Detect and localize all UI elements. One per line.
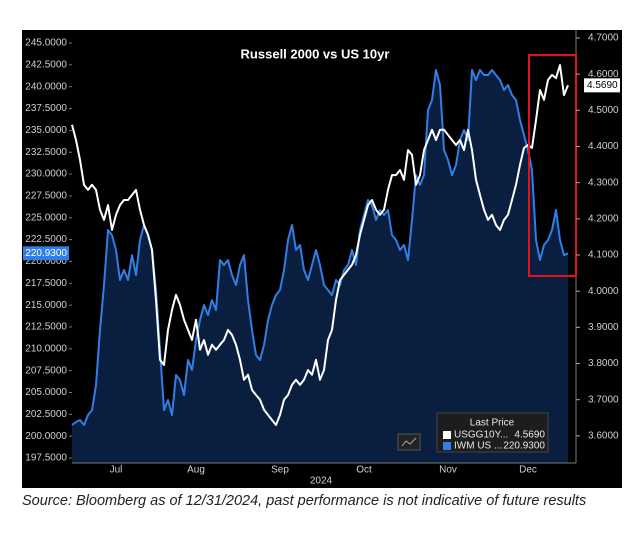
- legend-value: 4.5690: [514, 430, 545, 441]
- y2-tick-label: 4.4000: [588, 141, 619, 152]
- x-tick-label: Oct: [356, 465, 372, 476]
- y-tick-label: 227.5000: [25, 191, 67, 202]
- y-tick-label: 230.0000: [25, 169, 67, 180]
- y2-tick-label: 4.0000: [588, 286, 619, 297]
- y2-tick-label: 3.9000: [588, 322, 619, 333]
- legend-name: USGG10Y...: [454, 430, 508, 441]
- y-tick-label: 210.0000: [25, 343, 67, 354]
- x-tick-label: Jul: [110, 465, 123, 476]
- y-tick-label: 207.5000: [25, 365, 67, 376]
- y-tick-label: 212.5000: [25, 322, 67, 333]
- y-tick-label: 197.5000: [25, 453, 67, 464]
- highlight-box: [528, 54, 577, 277]
- y-tick-label: 200.0000: [25, 431, 67, 442]
- y2-tick-label: 4.1000: [588, 250, 619, 261]
- chart-icon-glyph: [401, 437, 417, 447]
- y2-tick-label: 4.3000: [588, 177, 619, 188]
- legend: [436, 412, 549, 453]
- y2-tick-label: 4.7000: [588, 33, 619, 44]
- x-tick-label: Dec: [519, 465, 537, 476]
- y-tick-label: 222.5000: [25, 234, 67, 245]
- y2-tick-label: 3.8000: [588, 358, 619, 369]
- legend-value: 220.9300: [503, 441, 545, 452]
- legend-rows: USGG10Y... 4.5690 IWM US ... 220.9300: [443, 430, 545, 452]
- legend-title: Last Price: [470, 418, 515, 429]
- line: [71, 64, 569, 426]
- last-price-tag: [584, 78, 620, 93]
- chart-icon: [397, 433, 421, 451]
- source-note: Source: Bloomberg as of 12/31/2024, past…: [22, 493, 587, 509]
- x-axis-label: 2024: [310, 476, 333, 487]
- y-tick-label: 232.5000: [25, 147, 67, 158]
- y2-tick-label: 4.6000: [588, 69, 619, 80]
- legend-name: IWM US ...: [454, 441, 502, 452]
- y-tick-label: 237.5000: [25, 103, 67, 114]
- legend-swatch: [443, 431, 451, 439]
- x-tick-label: Aug: [187, 465, 205, 476]
- last-price-label: 4.5690: [587, 80, 618, 91]
- y2-tick-label: 4.2000: [588, 213, 619, 224]
- x-tick-label: Nov: [439, 465, 457, 476]
- y-tick-label: 240.0000: [25, 81, 67, 92]
- y-tick-label: 202.5000: [25, 409, 67, 420]
- y-tick-label: 245.0000: [25, 38, 67, 49]
- y-tick-label: 217.5000: [25, 278, 67, 289]
- chart: Russell 2000 vs US 10yr 2024 Last Price …: [22, 30, 622, 488]
- y-tick-label: 205.0000: [25, 387, 67, 398]
- plot: [71, 64, 569, 463]
- y-tick-label: 220.0000: [25, 256, 67, 267]
- y2-tick-label: 4.5000: [588, 105, 619, 116]
- y2-tick-label: 3.6000: [588, 431, 619, 442]
- last-price-tag: [23, 246, 69, 261]
- y-tick-label: 215.0000: [25, 300, 67, 311]
- y-tick-label: 235.0000: [25, 125, 67, 136]
- x-tick-label: Sep: [271, 465, 289, 476]
- y-tick-label: 242.5000: [25, 60, 67, 71]
- last-price-label: 220.9300: [25, 248, 67, 259]
- chart-title: Russell 2000 vs US 10yr: [241, 46, 390, 61]
- y-tick-label: 225.0000: [25, 212, 67, 223]
- legend-swatch: [443, 442, 451, 450]
- y2-tick-label: 3.7000: [588, 394, 619, 405]
